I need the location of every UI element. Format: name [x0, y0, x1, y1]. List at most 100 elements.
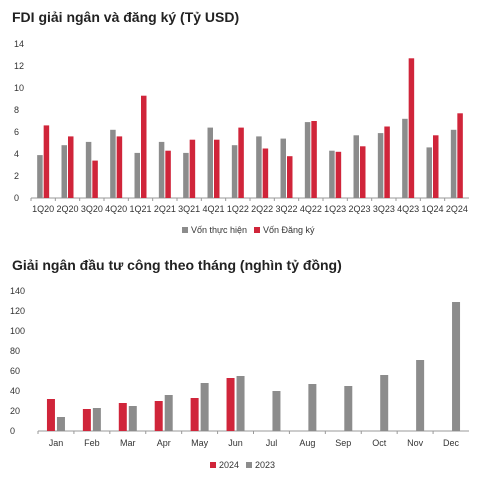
bar-von-thuc-hien-2q20	[61, 145, 67, 198]
legend-label-von-dang-ky: Vốn Đăng ký	[263, 225, 315, 235]
bar-von-dang-ky-4q23	[408, 58, 415, 198]
x-tick-label: 1Q21	[129, 204, 151, 214]
bar-von-thuc-hien-3q21	[183, 152, 189, 198]
bar-von-thuc-hien-2q23	[353, 135, 359, 198]
x-tick-label: Dec	[443, 438, 460, 448]
bar-von-dang-ky-2q21	[165, 150, 171, 198]
x-tick-label: 1Q24	[421, 204, 443, 214]
bar-von-thuc-hien-3q20	[85, 141, 92, 198]
x-tick-label: 4Q23	[397, 204, 419, 214]
bar-2023-oct	[380, 375, 389, 431]
x-tick-label: 4Q21	[202, 204, 224, 214]
public-investment-chart-axes: 0 20 40 60 80 100 120 140 Jan Feb Mar Apr May Jun Jul A…	[10, 286, 469, 448]
legend-swatch-2023	[246, 462, 252, 468]
y-tick-label: 8	[14, 105, 19, 115]
bar-2023-jun	[236, 376, 245, 431]
bar-2023-apr	[164, 395, 173, 431]
bar-2024-mar	[118, 403, 127, 431]
x-tick-label: Apr	[157, 438, 171, 448]
x-tick-label: Mar	[120, 438, 136, 448]
legend-swatch-von-dang-ky	[254, 227, 260, 233]
y-tick-label: 6	[14, 127, 19, 137]
x-tick-label: 3Q21	[178, 204, 200, 214]
x-tick-label: 3Q22	[275, 204, 297, 214]
bar-2023-aug	[308, 384, 317, 431]
bar-von-dang-ky-1q21	[141, 95, 147, 198]
y-tick-label: 14	[14, 39, 24, 49]
x-tick-label: Nov	[407, 438, 424, 448]
bar-von-dang-ky-3q20	[92, 160, 98, 198]
x-tick-label: Jul	[266, 438, 278, 448]
x-tick-label: 4Q20	[105, 204, 127, 214]
legend-swatch-2024	[210, 462, 216, 468]
x-tick-label: Jan	[49, 438, 64, 448]
y-tick-label: 140	[10, 286, 25, 296]
public-investment-chart-bars	[46, 302, 461, 431]
y-tick-label: 2	[14, 171, 19, 181]
x-tick-label: Sep	[335, 438, 351, 448]
x-tick-label: Jun	[228, 438, 243, 448]
y-tick-label: 100	[10, 326, 25, 336]
bar-von-thuc-hien-1q21	[134, 152, 140, 198]
bar-von-thuc-hien-3q23	[377, 133, 384, 198]
x-tick-label: 2Q24	[446, 204, 468, 214]
bar-von-dang-ky-1q20	[43, 125, 50, 198]
bar-2023-jan	[56, 417, 65, 431]
x-tick-label: 1Q22	[227, 204, 249, 214]
y-tick-label: 20	[10, 406, 20, 416]
x-tick-label: May	[191, 438, 209, 448]
fdi-chart: FDI giải ngân và đăng ký (Tỷ USD) 0 2 4 6 8 1…	[12, 9, 469, 235]
y-tick-label: 0	[10, 426, 15, 436]
bar-von-thuc-hien-2q24	[450, 129, 457, 198]
bar-von-dang-ky-4q22	[311, 121, 317, 198]
y-tick-label: 120	[10, 306, 25, 316]
x-tick-label: 1Q20	[32, 204, 54, 214]
bar-von-thuc-hien-1q22	[231, 145, 238, 198]
bar-von-thuc-hien-1q23	[329, 150, 335, 198]
legend-swatch-von-thuc-hien	[182, 227, 188, 233]
bar-von-dang-ky-1q22	[238, 127, 244, 198]
bar-von-thuc-hien-4q21	[207, 127, 213, 198]
bar-2023-dec	[452, 302, 461, 431]
x-tick-label: 2Q22	[251, 204, 273, 214]
bar-von-thuc-hien-3q22	[280, 138, 286, 198]
bar-von-thuc-hien-4q22	[304, 122, 311, 198]
y-tick-label: 60	[10, 366, 20, 376]
x-tick-label: Feb	[84, 438, 100, 448]
bar-von-thuc-hien-2q22	[256, 136, 262, 198]
bar-2023-sep	[344, 386, 353, 431]
x-tick-label: 2Q20	[56, 204, 78, 214]
fdi-chart-bars	[37, 58, 463, 198]
bar-von-dang-ky-4q21	[214, 139, 220, 198]
x-tick-label: 3Q23	[373, 204, 395, 214]
bar-2024-apr	[154, 401, 163, 431]
bar-2023-nov	[416, 360, 425, 431]
bar-von-dang-ky-4q20	[116, 136, 123, 198]
y-tick-label: 12	[14, 61, 24, 71]
bar-von-dang-ky-1q24	[433, 135, 439, 198]
bar-von-thuc-hien-2q21	[158, 141, 165, 198]
x-tick-label: 3Q20	[81, 204, 103, 214]
y-tick-label: 40	[10, 386, 20, 396]
x-tick-label: Oct	[372, 438, 387, 448]
y-tick-label: 0	[14, 193, 19, 203]
bar-von-thuc-hien-4q23	[402, 118, 408, 198]
bar-2023-may	[200, 383, 209, 431]
y-tick-label: 4	[14, 149, 19, 159]
legend-label-2023: 2023	[255, 460, 275, 470]
y-tick-label: 10	[14, 83, 24, 93]
bar-von-dang-ky-3q22	[287, 156, 293, 198]
bar-von-dang-ky-3q23	[384, 126, 390, 198]
bar-von-dang-ky-2q22	[262, 148, 269, 198]
bar-2024-may	[190, 398, 199, 431]
bar-von-dang-ky-1q23	[335, 151, 342, 198]
bar-2024-jan	[46, 399, 55, 431]
x-tick-label: 1Q23	[324, 204, 346, 214]
bar-von-thuc-hien-1q24	[426, 147, 432, 198]
bar-2023-feb	[92, 408, 101, 431]
bar-2023-mar	[128, 406, 137, 431]
bar-2024-feb	[82, 409, 91, 431]
